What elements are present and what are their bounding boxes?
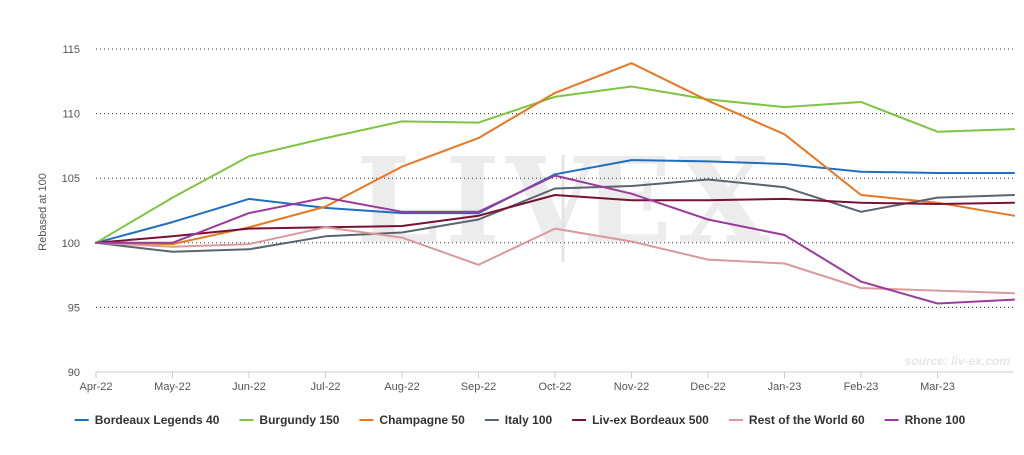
x-tick-label: Dec-22 — [690, 381, 725, 393]
y-tick-label: 110 — [62, 109, 80, 121]
x-tick-label: Sep-22 — [461, 381, 496, 393]
x-tick-label: Nov-22 — [614, 381, 649, 393]
legend-label: Italy 100 — [505, 413, 553, 427]
x-tick-label: Oct-22 — [538, 381, 571, 393]
x-tick-label: Jun-22 — [232, 381, 266, 393]
legend-item[interactable]: Bordeaux Legends 40 — [74, 413, 220, 427]
series-line-1[interactable] — [95, 159, 1015, 244]
x-tick-label: Apr-22 — [79, 381, 112, 393]
y-tick-label: 95 — [68, 302, 80, 314]
x-tick-label: Jan-23 — [768, 381, 802, 393]
y-axis-title: Rebased at 100 — [37, 173, 49, 251]
legend-item[interactable]: Champagne 50 — [359, 413, 465, 427]
x-tick-label: Aug-22 — [384, 381, 419, 393]
legend-label: Champagne 50 — [379, 413, 465, 427]
series-line-5[interactable] — [95, 194, 1015, 244]
legend-label: Rest of the World 60 — [749, 413, 865, 427]
legend-label: Liv-ex Bordeaux 500 — [592, 413, 709, 427]
grid — [96, 48, 1014, 308]
watermark-left: LIV — [356, 131, 604, 270]
series-line-3[interactable] — [95, 62, 1015, 246]
y-tick-label: 100 — [62, 238, 80, 250]
legend-item[interactable]: Rhone 100 — [884, 413, 966, 427]
legend-item[interactable]: Italy 100 — [484, 413, 553, 427]
legend-item[interactable]: Rest of the World 60 — [728, 413, 865, 427]
x-tick-label: Feb-23 — [844, 381, 879, 393]
source-note: source: liv-ex.com — [905, 354, 1011, 368]
x-tick-label: Jul-22 — [311, 381, 341, 393]
series-line-2[interactable] — [95, 85, 1015, 244]
legend-item[interactable]: Liv-ex Bordeaux 500 — [572, 413, 709, 427]
y-tick-label: 115 — [62, 44, 80, 56]
series-line-6[interactable] — [95, 226, 1015, 295]
x-tick-label: Mar-23 — [920, 381, 955, 393]
y-tick-label: 90 — [68, 367, 80, 379]
legend-item[interactable]: Burgundy 150 — [239, 413, 340, 427]
series-line-4[interactable] — [95, 178, 1015, 253]
x-tick-label: May-22 — [154, 381, 191, 393]
legend-label: Rhone 100 — [905, 413, 966, 427]
axes: 90 95 100 105 110 115 Apr-22 May-22 Jun-22 Jul-22… — [62, 44, 1014, 393]
y-tick-label: 105 — [62, 173, 80, 185]
series-line-7[interactable] — [95, 174, 1015, 305]
legend-label: Bordeaux Legends 40 — [95, 413, 220, 427]
series-lines — [95, 62, 1015, 305]
legend: Bordeaux Legends 40 Burgundy 150 Champagne… — [74, 413, 966, 427]
legend-label: Burgundy 150 — [259, 413, 339, 427]
